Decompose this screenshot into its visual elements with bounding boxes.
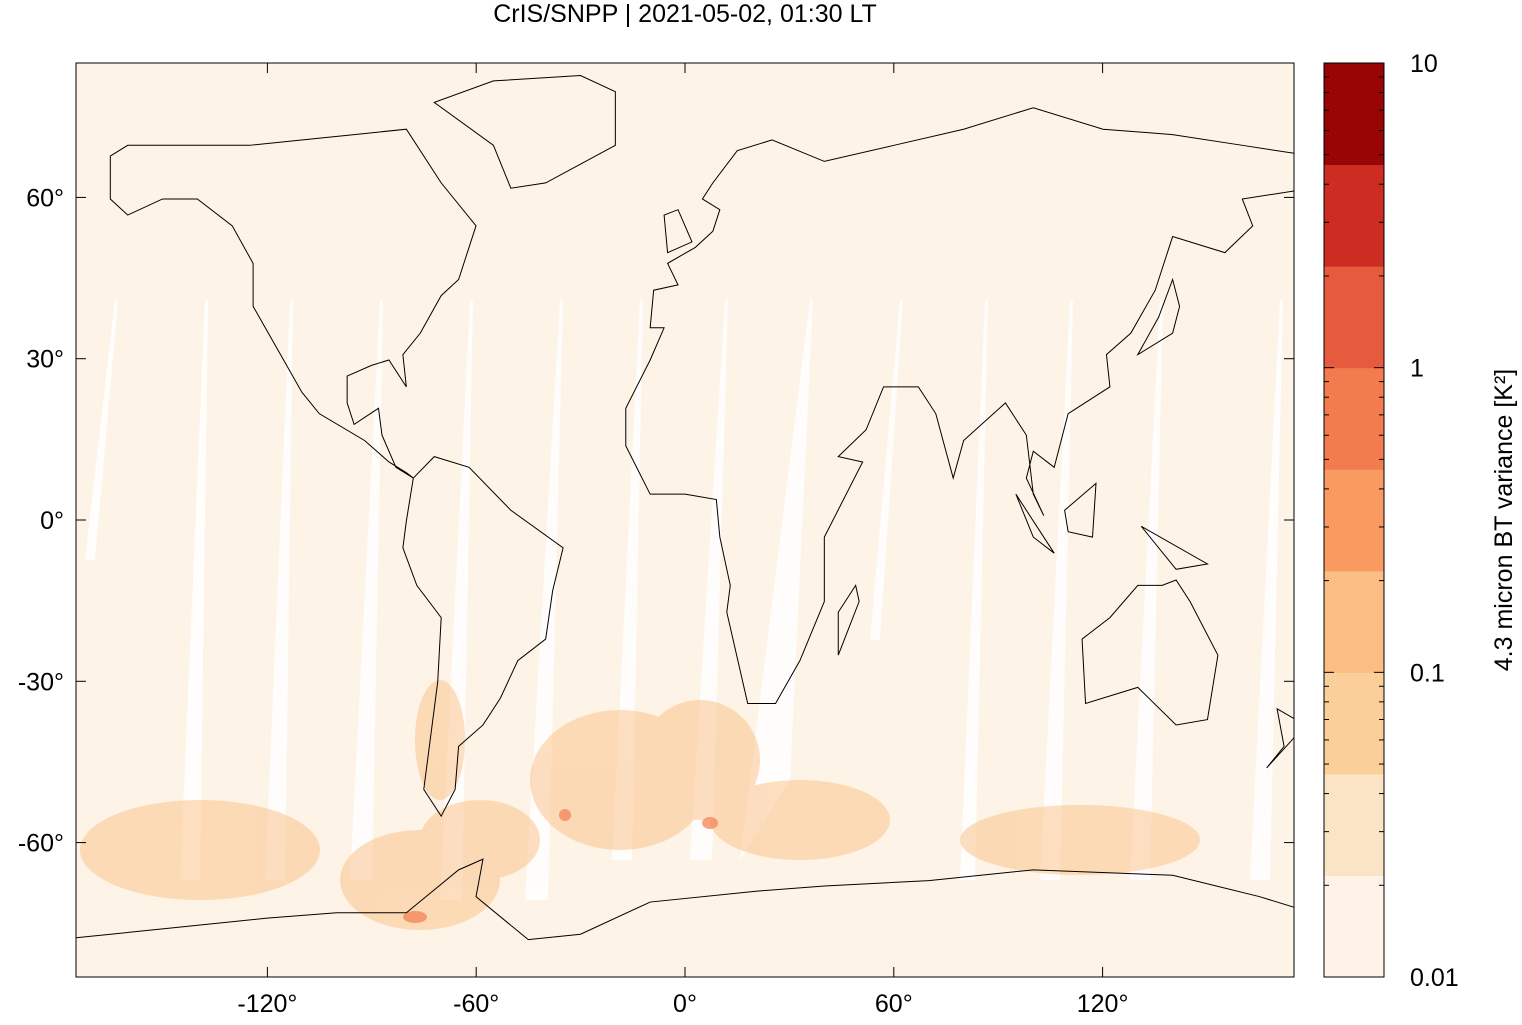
- colorbar-band: [1324, 570, 1384, 673]
- x-tick-label: 60°: [875, 990, 913, 1018]
- colorbar-band: [1324, 164, 1384, 267]
- y-tick-label: 30°: [26, 346, 64, 374]
- coastlines: [58, 76, 1312, 940]
- colorbar-band: [1324, 672, 1384, 775]
- colorbar-tick-label: 0.1: [1410, 659, 1445, 687]
- x-tick-label: -120°: [237, 990, 297, 1018]
- map-field: [58, 76, 1312, 940]
- colorbar-band: [1324, 367, 1384, 470]
- x-tick-label: 0°: [673, 990, 697, 1018]
- x-tick-label: -60°: [453, 990, 499, 1018]
- colorbar-band: [1324, 875, 1384, 978]
- colorbar-label: 4.3 micron BT variance [K²]: [1490, 369, 1518, 671]
- colorbar-band: [1324, 266, 1384, 369]
- colorbar-tick-label: 1: [1410, 355, 1424, 383]
- y-tick-label: -30°: [18, 668, 64, 696]
- y-tick-label: 0°: [40, 507, 64, 535]
- chart-title: CrIS/SNPP | 2021-05-02, 01:30 LT: [493, 0, 877, 28]
- colorbar-tick-label: 10: [1410, 50, 1438, 78]
- colorbar-band: [1324, 469, 1384, 572]
- y-tick-label: -60°: [18, 830, 64, 858]
- colorbar-band: [1324, 63, 1384, 166]
- x-tick-label: 120°: [1077, 990, 1129, 1018]
- colorbar-frame: [1323, 62, 1385, 978]
- colorbar-band: [1324, 773, 1384, 876]
- colorbar-tick-label: 0.01: [1410, 964, 1459, 992]
- y-tick-label: 60°: [26, 184, 64, 212]
